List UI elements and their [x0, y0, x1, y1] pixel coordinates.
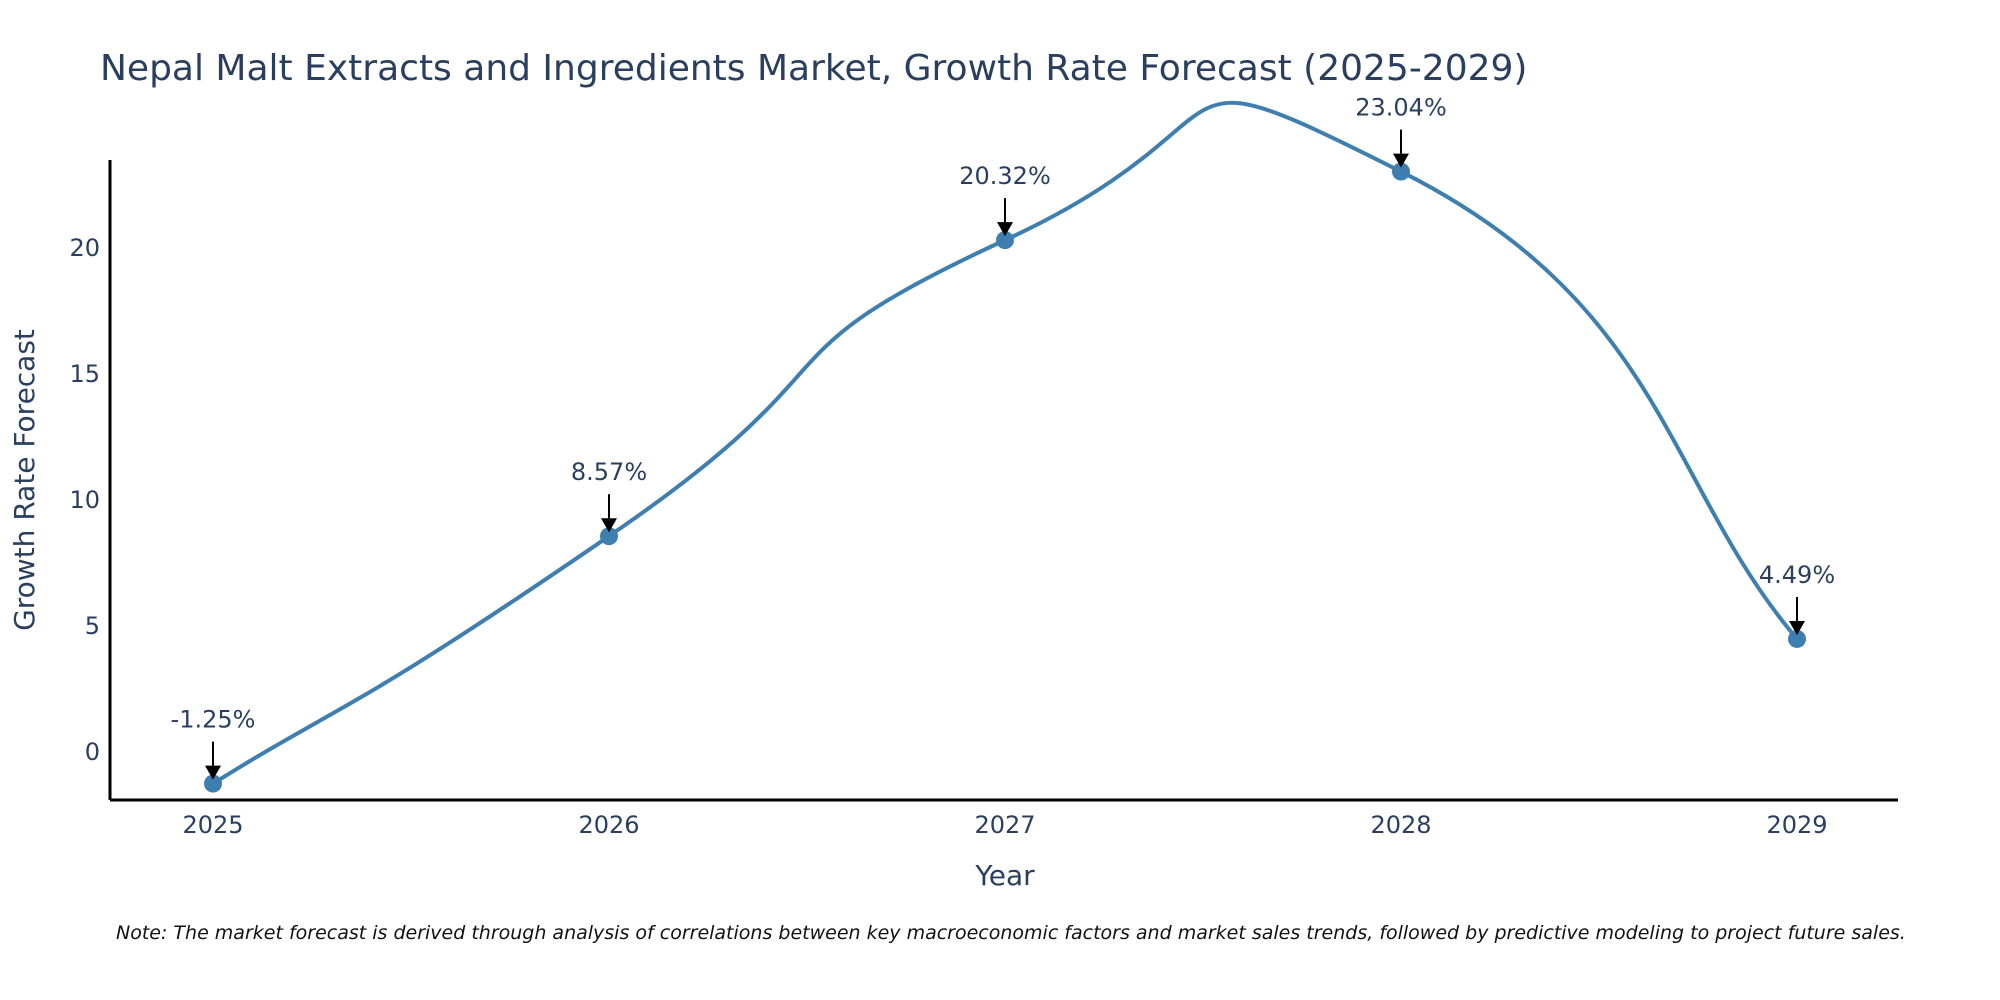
y-tick-label-5: 5: [85, 612, 100, 640]
chart-note: Note: The market forecast is derived thr…: [116, 922, 1906, 944]
x-tick-label-2025: 2025: [182, 811, 243, 839]
annotation-arrow-head-2028: [1393, 153, 1409, 168]
data-point-2025: [204, 774, 222, 793]
y-tick-label-10: 10: [69, 486, 100, 514]
data-point-2028: [1392, 162, 1410, 181]
data-label-2026: 8.57%: [571, 458, 647, 486]
data-label-2025: -1.25%: [171, 706, 256, 734]
series-line: [211, 100, 1799, 786]
y-tick-label-15: 15: [69, 360, 100, 388]
annotation-arrow-head-2025: [205, 765, 221, 780]
marker-layer: [204, 162, 1806, 793]
x-tick-labels: 2025 2026 2027 2028 2029: [182, 811, 1827, 839]
y-tick-label-20: 20: [69, 234, 100, 262]
data-point-2026: [600, 527, 618, 546]
annotation-arrow-head-2026: [601, 518, 617, 533]
data-point-2027: [996, 231, 1014, 250]
line-layer: [211, 100, 1799, 786]
x-tick-label-2029: 2029: [1766, 811, 1827, 839]
chart-title: Nepal Malt Extracts and Ingredients Mark…: [100, 48, 1527, 89]
annotation-arrow-head-2029: [1789, 620, 1805, 635]
x-tick-label-2027: 2027: [974, 811, 1035, 839]
y-axis-title: Growth Rate Forecast: [8, 329, 41, 631]
annotation-arrow-head-2027: [997, 222, 1013, 237]
data-label-2028: 23.04%: [1355, 94, 1447, 122]
x-axis-title: Year: [974, 859, 1035, 892]
plot-area: -1.25% 8.57% 20.32% 23.04% 4.49%: [171, 94, 1835, 793]
x-tick-label-2028: 2028: [1370, 811, 1431, 839]
data-label-2029: 4.49%: [1759, 561, 1835, 589]
x-tick-label-2026: 2026: [578, 811, 639, 839]
data-point-2029: [1788, 629, 1806, 648]
annotation-layer: -1.25% 8.57% 20.32% 23.04% 4.49%: [171, 94, 1835, 780]
y-tick-labels: 0 5 10 15 20: [69, 234, 100, 766]
data-label-2027: 20.32%: [959, 162, 1051, 190]
y-tick-label-0: 0: [85, 738, 100, 766]
